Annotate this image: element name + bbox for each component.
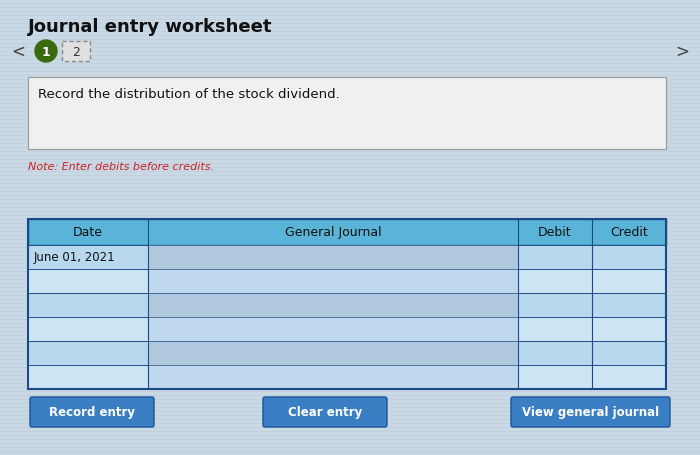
Text: <: < <box>11 43 25 61</box>
FancyBboxPatch shape <box>511 397 670 427</box>
Text: Record entry: Record entry <box>49 405 135 419</box>
FancyBboxPatch shape <box>28 317 666 341</box>
Text: Journal entry worksheet: Journal entry worksheet <box>28 18 272 36</box>
Text: View general journal: View general journal <box>522 405 659 419</box>
Text: Clear entry: Clear entry <box>288 405 362 419</box>
FancyBboxPatch shape <box>28 219 666 245</box>
FancyBboxPatch shape <box>263 397 387 427</box>
Text: Note: Enter debits before credits.: Note: Enter debits before credits. <box>28 162 214 172</box>
Text: Credit: Credit <box>610 226 648 239</box>
FancyBboxPatch shape <box>28 78 666 150</box>
FancyBboxPatch shape <box>28 293 666 317</box>
Text: Record the distribution of the stock dividend.: Record the distribution of the stock div… <box>38 88 340 101</box>
Text: June 01, 2021: June 01, 2021 <box>34 251 116 264</box>
FancyBboxPatch shape <box>148 341 518 365</box>
FancyBboxPatch shape <box>148 293 518 317</box>
Text: 1: 1 <box>41 46 50 58</box>
Text: Date: Date <box>73 226 103 239</box>
Text: General Journal: General Journal <box>285 226 382 239</box>
FancyBboxPatch shape <box>148 365 518 389</box>
FancyBboxPatch shape <box>30 397 154 427</box>
FancyBboxPatch shape <box>28 365 666 389</box>
FancyBboxPatch shape <box>28 341 666 365</box>
Text: >: > <box>675 43 689 61</box>
Text: Debit: Debit <box>538 226 572 239</box>
FancyBboxPatch shape <box>148 245 518 269</box>
Text: 2: 2 <box>72 46 80 58</box>
FancyBboxPatch shape <box>62 42 90 62</box>
FancyBboxPatch shape <box>148 269 518 293</box>
FancyBboxPatch shape <box>148 317 518 341</box>
Circle shape <box>35 41 57 63</box>
FancyBboxPatch shape <box>28 245 666 269</box>
FancyBboxPatch shape <box>28 269 666 293</box>
